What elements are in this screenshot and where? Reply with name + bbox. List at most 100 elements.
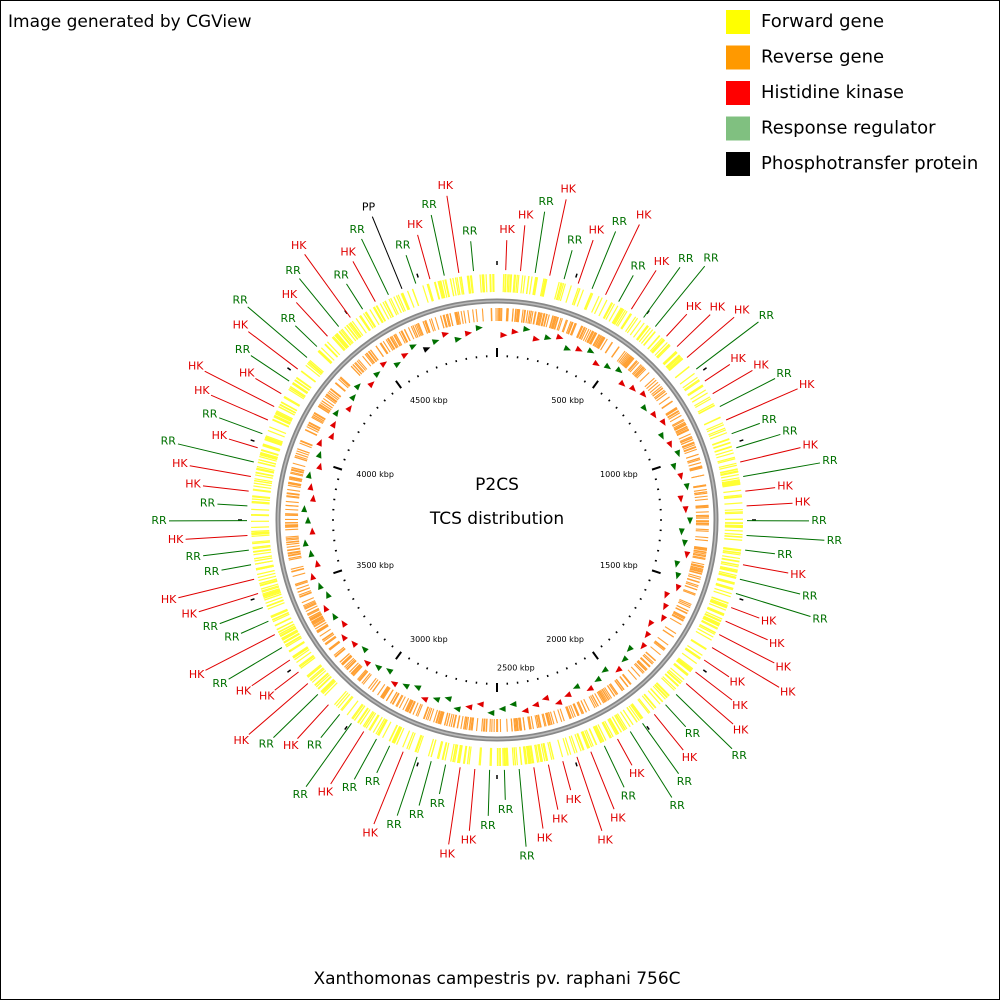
- feature-line: [430, 214, 445, 276]
- forward-gene: [262, 589, 281, 597]
- feature-marker: [660, 614, 668, 622]
- reverse-gene: [623, 356, 633, 368]
- scale-tick: [600, 392, 603, 395]
- forward-gene: [542, 743, 548, 762]
- forward-gene: [256, 569, 275, 576]
- forward-gene: [711, 596, 729, 604]
- feature-line: [198, 593, 259, 613]
- forward-gene: [565, 285, 572, 303]
- feature-line: [643, 266, 681, 318]
- reverse-gene: [600, 689, 608, 702]
- reverse-gene: [687, 575, 701, 580]
- forward-gene: [670, 667, 685, 681]
- scale-tick: [600, 645, 603, 648]
- reverse-gene: [319, 403, 331, 412]
- reverse-gene: [515, 717, 519, 732]
- forward-gene: [262, 588, 280, 595]
- forward-gene: [690, 638, 707, 650]
- reverse-gene: [386, 338, 395, 350]
- forward-gene: [463, 745, 468, 764]
- reverse-gene: [288, 553, 302, 557]
- reverse-gene: [516, 309, 520, 323]
- feature-marker: [328, 432, 334, 441]
- feature-label: RR: [204, 565, 220, 578]
- reverse-gene: [286, 492, 300, 496]
- feature-label: RR: [293, 788, 309, 801]
- reverse-gene: [401, 330, 409, 343]
- forward-gene: [701, 619, 719, 629]
- reverse-gene: [667, 410, 680, 419]
- feature-line: [418, 761, 432, 806]
- scale-tick: [435, 366, 438, 369]
- feature-marker: [431, 339, 440, 346]
- forward-gene: [251, 531, 270, 534]
- forward-gene: [259, 455, 277, 462]
- forward-gene: [252, 495, 271, 499]
- forward-gene: [527, 745, 532, 764]
- reverse-gene: [675, 427, 689, 434]
- forward-gene: [687, 644, 703, 656]
- reverse-gene: [400, 330, 408, 343]
- reverse-gene: [289, 477, 303, 482]
- forward-gene: [594, 725, 604, 743]
- reverse-gene: [588, 696, 596, 709]
- reverse-gene: [686, 453, 699, 459]
- feature-line: [711, 647, 780, 688]
- reverse-gene: [619, 352, 629, 364]
- forward-gene: [526, 745, 530, 764]
- feature-label: RR: [202, 407, 218, 420]
- scale-tick: [416, 375, 420, 378]
- feature-label: HK: [172, 457, 188, 470]
- scale-tick: [622, 414, 625, 417]
- reverse-gene: [586, 330, 594, 343]
- forward-gene: [259, 580, 278, 587]
- reverse-gene: [414, 324, 421, 337]
- forward-gene: [272, 612, 290, 621]
- reverse-gene: [310, 614, 323, 622]
- feature-line: [704, 364, 731, 382]
- feature-marker: [315, 451, 322, 459]
- feature-label: HK: [234, 734, 250, 747]
- forward-gene: [350, 321, 362, 338]
- forward-gene: [430, 739, 437, 758]
- feature-label: PP: [362, 200, 376, 213]
- forward-gene: [280, 627, 297, 638]
- forward-gene: [547, 742, 553, 760]
- feature-line: [438, 764, 447, 795]
- reverse-gene: [311, 616, 324, 624]
- feature-line: [251, 659, 291, 687]
- feature-line: [221, 564, 252, 571]
- reverse-gene: [463, 310, 467, 324]
- forward-gene: [530, 745, 535, 764]
- reverse-gene: [672, 419, 685, 427]
- forward-gene: [353, 705, 366, 721]
- scale-tick: [369, 623, 372, 626]
- forward-gene: [479, 747, 483, 766]
- reverse-gene: [645, 651, 657, 661]
- forward-gene: [253, 551, 272, 556]
- forward-gene: [710, 599, 728, 608]
- feature-label: RR: [212, 677, 228, 690]
- feature-line: [352, 261, 376, 302]
- forward-gene: [320, 347, 335, 361]
- forward-gene: [664, 673, 679, 687]
- scale-tick: [333, 569, 343, 575]
- reverse-gene: [647, 381, 659, 392]
- forward-gene: [252, 541, 271, 545]
- feature-marker: [351, 640, 359, 648]
- reverse-gene: [358, 670, 369, 682]
- reverse-gene: [694, 498, 709, 501]
- reverse-gene: [452, 714, 457, 728]
- feature-label: HK: [636, 209, 652, 222]
- outer-tick: [416, 273, 419, 278]
- reverse-gene: [673, 610, 686, 618]
- scale-tick: [628, 615, 631, 618]
- forward-gene: [652, 339, 666, 354]
- forward-gene: [262, 445, 280, 452]
- forward-gene: [294, 379, 310, 392]
- reverse-gene: [319, 628, 331, 637]
- feature-label: HK: [775, 661, 791, 674]
- reverse-gene: [367, 677, 377, 689]
- reverse-gene: [672, 613, 684, 621]
- forward-gene: [317, 676, 332, 690]
